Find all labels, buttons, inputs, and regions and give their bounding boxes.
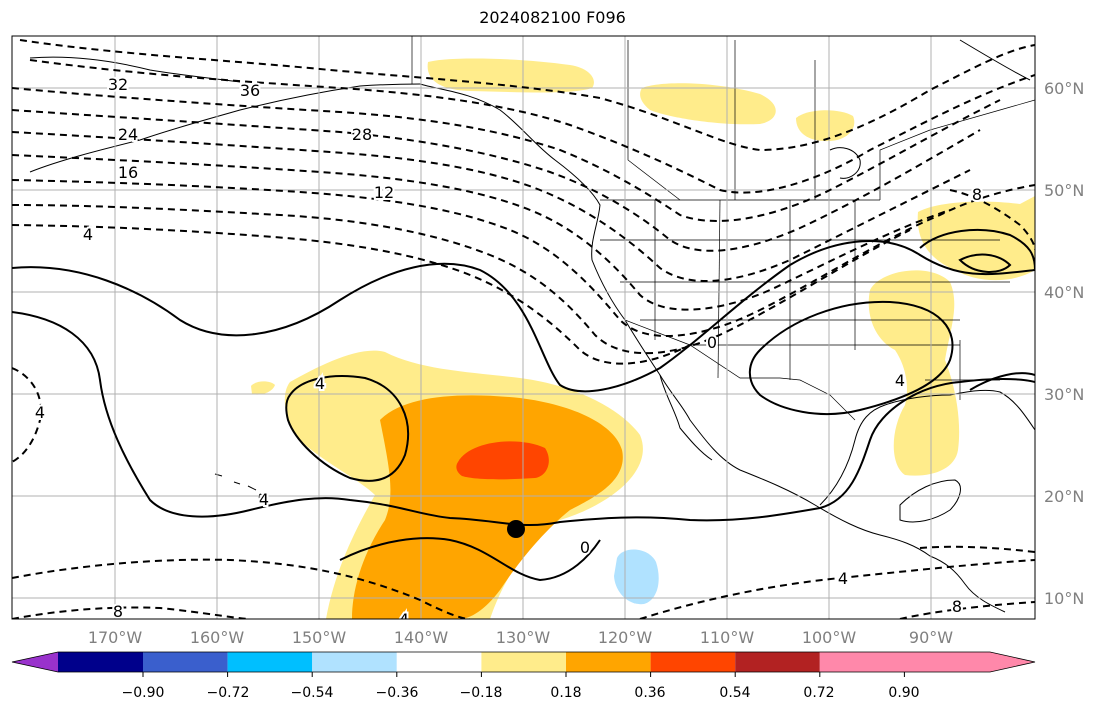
contour-labels: 32 36 24 28 16 12 4 4 4 4 0 0 4 8 4 8 8 … <box>33 73 984 629</box>
contour-label: 24 <box>118 125 138 144</box>
yellow-region-north-1 <box>427 58 594 93</box>
contour-label: 0 <box>580 538 590 557</box>
yucatan <box>899 479 961 523</box>
lon-label: 100°W <box>802 628 857 647</box>
colorbar-segment <box>566 652 651 672</box>
longitude-labels: 170°W 160°W 150°W 140°W 130°W 120°W 110°… <box>88 628 953 647</box>
contour-label: 4 <box>895 371 905 390</box>
hawaii <box>214 473 269 505</box>
contour-label: 4 <box>315 374 325 393</box>
colorbar-tick-labels: −0.90 −0.72 −0.54 −0.36 −0.18 0.18 0.36 … <box>122 685 920 701</box>
colorbar-extend-max <box>990 652 1035 672</box>
contour-label: 16 <box>118 163 138 182</box>
lon-label: 160°W <box>190 628 245 647</box>
colorbar-tick-label: −0.90 <box>122 685 165 701</box>
baja-california <box>659 374 713 461</box>
colorbar-outline <box>11 651 1036 673</box>
positive-contours <box>12 228 1035 582</box>
lon-label: 90°W <box>909 628 953 647</box>
shaded-anomaly-field <box>251 58 1035 619</box>
colorbar <box>11 651 1036 677</box>
lon-label: 150°W <box>292 628 347 647</box>
colorbar-segment <box>227 652 313 672</box>
contour-label: 8 <box>113 602 123 621</box>
contour-label: 4 <box>35 403 45 422</box>
colorbar-tick-label: 0.18 <box>550 685 581 701</box>
negative-contours <box>12 39 1035 619</box>
lon-label: 170°W <box>88 628 143 647</box>
map-title: 2024082100 F096 <box>479 8 626 27</box>
contour-label: 32 <box>108 75 128 94</box>
colorbar-tick-label: −0.72 <box>207 685 250 701</box>
colorbar-segment <box>735 652 820 672</box>
yellow-region-great-lakes <box>917 196 1035 281</box>
lon-label: 130°W <box>496 628 551 647</box>
east-canada-coast <box>959 39 1031 81</box>
orange-region <box>352 395 623 619</box>
gulf-coast <box>819 389 1035 506</box>
contour-label: 0 <box>707 333 717 352</box>
colorbar-tick-label: −0.18 <box>460 685 503 701</box>
small-yellow-blob <box>251 381 275 395</box>
contour-label: 8 <box>952 597 962 616</box>
lat-label: 50°N <box>1044 181 1084 200</box>
colorbar-tick-label: 0.36 <box>634 685 665 701</box>
colorbar-segment <box>143 652 228 672</box>
contour-label: 4 <box>399 610 409 629</box>
lon-label: 110°W <box>700 628 755 647</box>
yellow-region-north-2 <box>640 83 776 125</box>
latitude-labels: 60°N 50°N 40°N 30°N 20°N 10°N <box>1044 79 1084 608</box>
colorbar-segment <box>481 652 566 672</box>
colorbar-extend-min <box>12 652 58 672</box>
contour-label: 28 <box>352 125 372 144</box>
contour-label: 4 <box>259 490 269 509</box>
lat-label: 40°N <box>1044 283 1084 302</box>
lon-label: 140°W <box>394 628 449 647</box>
lat-label: 10°N <box>1044 589 1084 608</box>
yellow-region-north-3 <box>796 110 855 142</box>
contour-label: 4 <box>83 225 93 244</box>
colorbar-segment <box>819 652 990 672</box>
colorbar-segment <box>650 652 736 672</box>
colorbar-tick-label: 0.72 <box>803 685 834 701</box>
yellow-region-gulf <box>868 270 960 476</box>
colorbar-segment <box>58 652 143 672</box>
hudson-bay-area <box>829 147 861 179</box>
lat-label: 60°N <box>1044 79 1084 98</box>
contour-label: 12 <box>374 183 394 202</box>
contour-label: 4 <box>838 569 848 588</box>
lat-label: 30°N <box>1044 385 1084 404</box>
colorbar-segment <box>312 652 397 672</box>
contour-label: 36 <box>240 81 260 100</box>
colorbar-segment <box>396 652 482 672</box>
colorbar-tick-label: 0.90 <box>888 685 919 701</box>
colorbar-tick-label: −0.54 <box>291 685 334 701</box>
colorbar-tick-label: 0.54 <box>719 685 750 701</box>
red-orange-region <box>456 441 549 480</box>
alaska-coast <box>29 83 421 173</box>
lat-label: 20°N <box>1044 487 1084 506</box>
colorbar-tick-label: −0.36 <box>376 685 419 701</box>
contour-label: 8 <box>972 185 982 204</box>
lon-label: 120°W <box>598 628 653 647</box>
location-marker <box>507 520 525 538</box>
map-border <box>11 35 1036 620</box>
